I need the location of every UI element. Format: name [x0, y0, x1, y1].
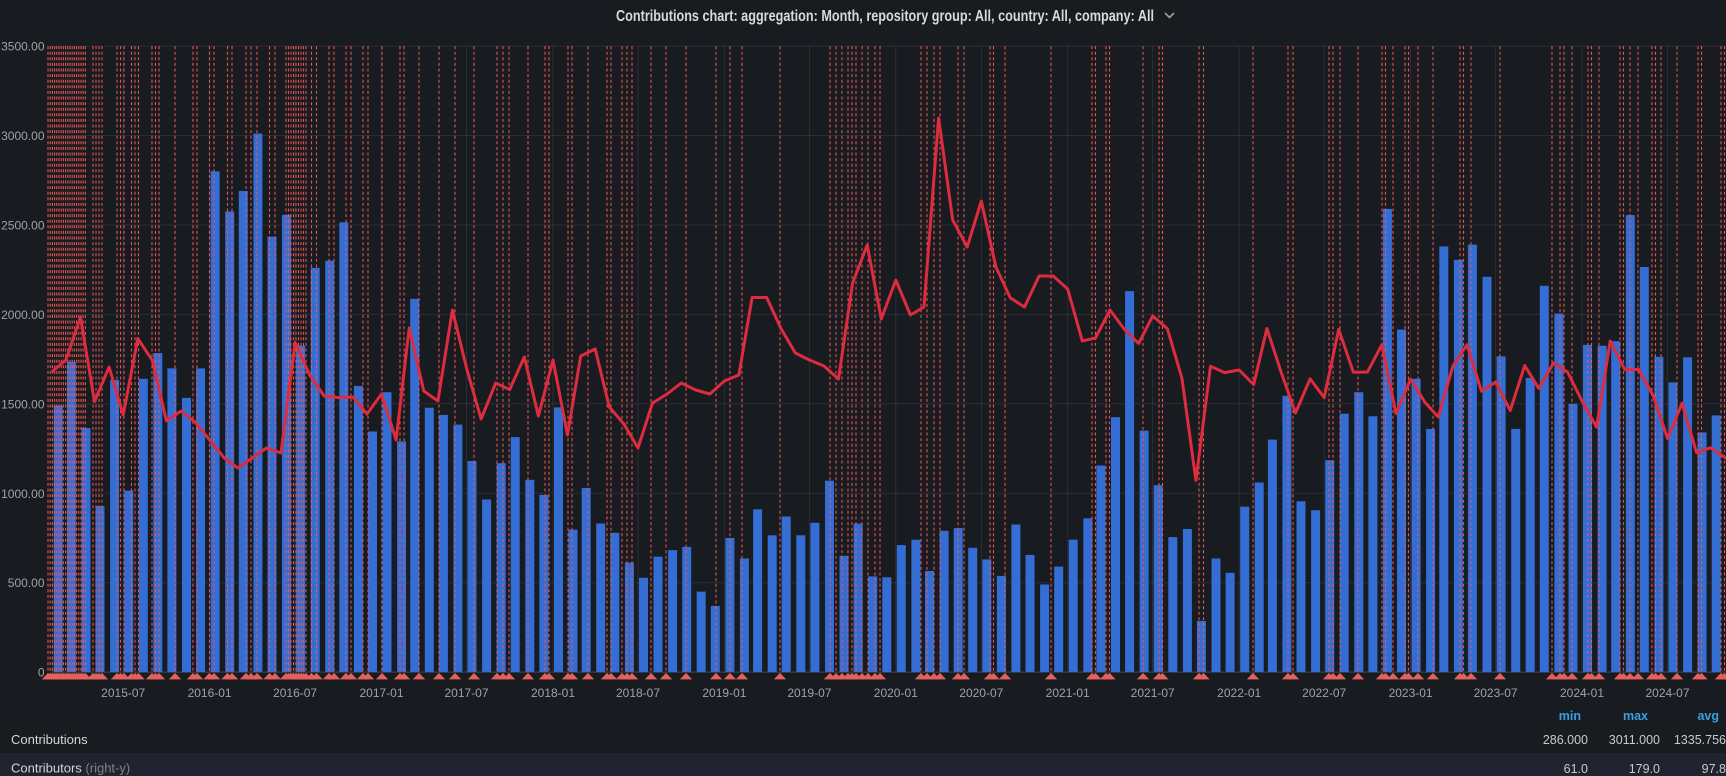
svg-text:Contributions: Contributions — [11, 732, 88, 747]
svg-text:Contributions chart: aggregati: Contributions chart: aggregation: Month,… — [616, 8, 1154, 25]
svg-text:179.0: 179.0 — [1629, 762, 1660, 776]
svg-text:min: min — [1559, 709, 1581, 723]
svg-text:2023-01: 2023-01 — [1389, 686, 1433, 700]
svg-text:3000.00: 3000.00 — [1, 129, 45, 143]
svg-text:Contributors (right-y): Contributors (right-y) — [11, 761, 130, 776]
svg-text:500.00: 500.00 — [8, 576, 45, 590]
svg-text:2023-07: 2023-07 — [1474, 686, 1518, 700]
svg-text:avg: avg — [1697, 709, 1719, 723]
svg-text:2021-01: 2021-01 — [1046, 686, 1090, 700]
svg-text:2016-01: 2016-01 — [188, 686, 232, 700]
svg-text:1335.756: 1335.756 — [1674, 733, 1726, 747]
svg-text:2016-07: 2016-07 — [273, 686, 317, 700]
svg-text:2022-01: 2022-01 — [1217, 686, 1261, 700]
svg-text:2024-01: 2024-01 — [1560, 686, 1604, 700]
svg-text:max: max — [1623, 709, 1648, 723]
svg-text:61.0: 61.0 — [1564, 762, 1588, 776]
svg-text:2015-07: 2015-07 — [101, 686, 145, 700]
svg-text:2019-01: 2019-01 — [702, 686, 746, 700]
svg-text:0: 0 — [38, 666, 45, 680]
svg-text:2018-07: 2018-07 — [616, 686, 660, 700]
svg-text:2017-01: 2017-01 — [359, 686, 403, 700]
svg-text:286.000: 286.000 — [1543, 733, 1588, 747]
svg-text:2022-07: 2022-07 — [1302, 686, 1346, 700]
svg-text:2020-07: 2020-07 — [959, 686, 1003, 700]
svg-text:1500.00: 1500.00 — [1, 397, 45, 411]
svg-text:2017-07: 2017-07 — [444, 686, 488, 700]
svg-text:2000.00: 2000.00 — [1, 308, 45, 322]
svg-text:3500.00: 3500.00 — [1, 40, 45, 54]
svg-text:2020-01: 2020-01 — [874, 686, 918, 700]
svg-text:2024-07: 2024-07 — [1645, 686, 1689, 700]
svg-text:2021-07: 2021-07 — [1131, 686, 1175, 700]
svg-text:2019-07: 2019-07 — [787, 686, 831, 700]
svg-text:2018-01: 2018-01 — [531, 686, 575, 700]
svg-text:97.8: 97.8 — [1702, 762, 1726, 776]
svg-text:2500.00: 2500.00 — [1, 219, 45, 233]
svg-text:3011.000: 3011.000 — [1609, 733, 1660, 747]
svg-text:1000.00: 1000.00 — [1, 487, 45, 501]
